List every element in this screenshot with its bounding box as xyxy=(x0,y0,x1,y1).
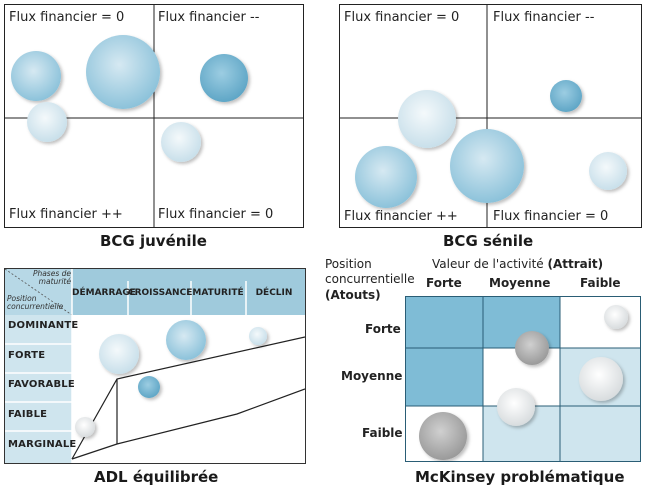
bcg-senile-matrix: Flux financier = 0 Flux financier -- Flu… xyxy=(339,4,642,228)
adl-row-forte: FORTE xyxy=(8,350,46,361)
adl-bubble xyxy=(166,320,206,360)
mckinsey-bubble xyxy=(497,388,535,426)
adl-row-dominante: DOMINANTE xyxy=(8,320,79,331)
adl-bubble xyxy=(138,376,160,398)
adl-col-declin: DÉCLIN xyxy=(255,288,293,298)
mckinsey-value-label: Valeur de l'activité (Attrait) xyxy=(432,257,603,271)
bcg-juvenile-svg xyxy=(5,5,303,227)
bcg-juvenile-matrix: Flux financier = 0 Flux financier -- Flu… xyxy=(4,4,304,228)
bcg-juvenile-top-right-label: Flux financier -- xyxy=(158,10,260,25)
mckinsey-position-label-2: concurrentielle xyxy=(325,272,415,286)
adl-col-maturite: MATURITÉ xyxy=(192,288,244,298)
mckinsey-position-label-3: (Atouts) xyxy=(325,288,381,302)
bcg-senile-top-right-label: Flux financier -- xyxy=(493,10,595,25)
mckinsey-bubble xyxy=(419,412,467,460)
bcg-juvenile-bottom-right-label: Flux financier = 0 xyxy=(158,207,274,222)
bcg-juvenile-bubble xyxy=(200,54,248,102)
adl-col-demarrage: DÉMARRAGE xyxy=(72,288,136,298)
bcg-senile-bubble xyxy=(589,152,627,190)
adl-row-favorable: FAVORABLE xyxy=(8,379,75,390)
adl-row-band xyxy=(5,315,72,463)
bcg-juvenile-bottom-left-label: Flux financier ++ xyxy=(9,207,123,222)
mckinsey-value-label-text: Valeur de l'activité xyxy=(432,257,544,271)
bcg-senile-bubble xyxy=(450,129,524,203)
bcg-senile-svg xyxy=(340,5,641,227)
adl-zone-line-lower xyxy=(71,388,305,460)
mckinsey-col-faible: Faible xyxy=(580,276,621,290)
mckinsey-svg xyxy=(405,296,641,462)
mckinsey-row-forte: Forte xyxy=(365,322,401,336)
adl-header-phases: Phases de maturité xyxy=(32,269,71,286)
bcg-senile-top-left-label: Flux financier = 0 xyxy=(344,10,460,25)
mckinsey-bubble xyxy=(579,357,623,401)
bcg-juvenile-caption: BCG juvénile xyxy=(100,232,207,250)
bcg-senile-bottom-right-label: Flux financier = 0 xyxy=(493,209,609,224)
adl-svg xyxy=(5,269,305,463)
bcg-juvenile-bubble xyxy=(161,122,201,162)
adl-row-faible: FAIBLE xyxy=(8,409,48,420)
mckinsey-row-faible: Faible xyxy=(362,426,403,440)
bcg-senile-caption: BCG sénile xyxy=(443,232,534,250)
adl-caption: ADL équilibrée xyxy=(94,468,219,486)
adl-bubble xyxy=(75,417,95,437)
adl-col-croissance: CROISSANCE xyxy=(128,288,193,298)
adl-matrix: Phases de maturité Position concurrentie… xyxy=(4,268,306,464)
mckinsey-bubble xyxy=(515,331,549,365)
adl-corner-diagonal xyxy=(5,269,73,316)
adl-bubble xyxy=(249,327,267,345)
bcg-senile-bubble xyxy=(550,80,582,112)
bcg-juvenile-bubble xyxy=(11,51,61,101)
adl-header-position: Position concurrentielle xyxy=(7,294,64,311)
mckinsey-value-label-bold: (Attrait) xyxy=(547,257,604,271)
mckinsey-col-moyenne: Moyenne xyxy=(489,276,551,290)
mckinsey-position-label-1: Position xyxy=(325,257,372,271)
adl-bubble xyxy=(99,334,139,374)
mckinsey-col-forte: Forte xyxy=(426,276,462,290)
mckinsey-bubble xyxy=(604,305,628,329)
bcg-senile-bottom-left-label: Flux financier ++ xyxy=(344,209,458,224)
mckinsey-matrix xyxy=(405,296,641,462)
bcg-senile-bubble xyxy=(398,90,456,148)
adl-row-marginale: MARGINALE xyxy=(8,439,77,450)
bcg-juvenile-bubble xyxy=(86,35,160,109)
bcg-juvenile-bubble xyxy=(27,102,67,142)
mckinsey-row-moyenne: Moyenne xyxy=(341,369,403,383)
mckinsey-caption: McKinsey problématique xyxy=(415,468,625,486)
bcg-juvenile-top-left-label: Flux financier = 0 xyxy=(9,10,125,25)
bcg-senile-bubble xyxy=(355,146,417,208)
